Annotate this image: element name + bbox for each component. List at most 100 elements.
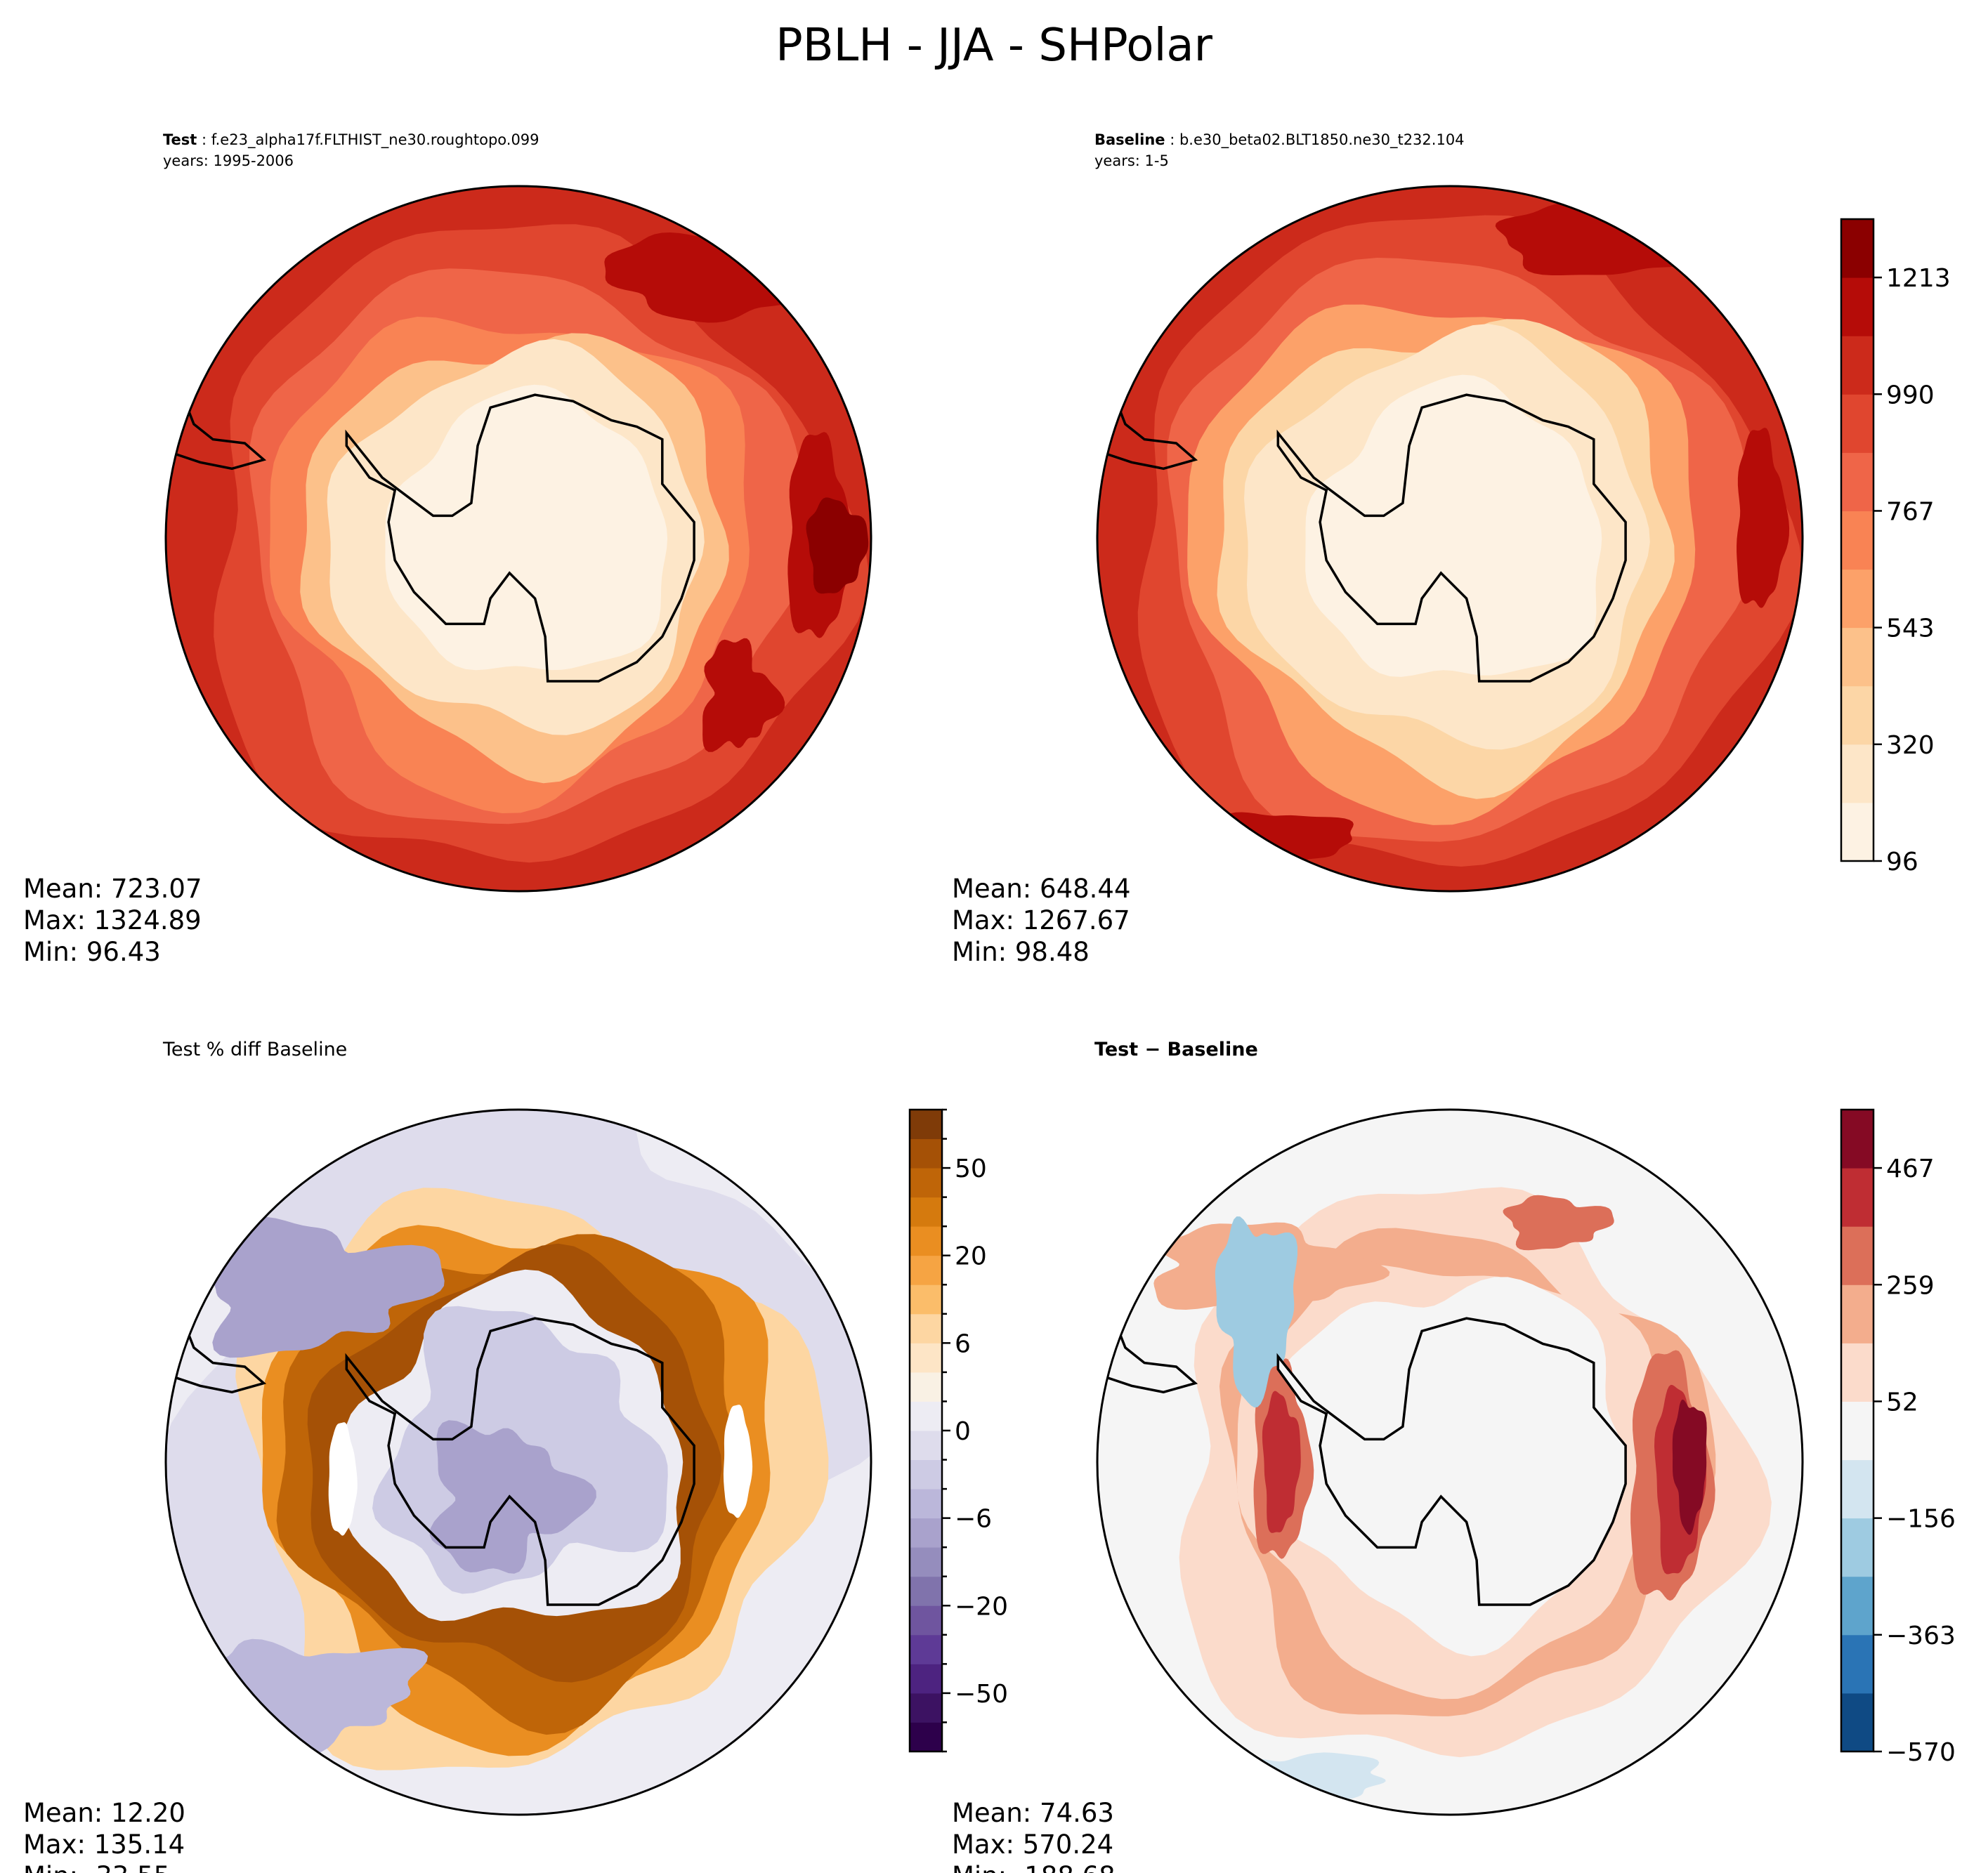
contour-region: [1305, 374, 1602, 677]
colorbar-bin: [1841, 627, 1873, 687]
diff-subtitle: Test − Baseline: [1094, 1039, 1258, 1060]
colorbar-bin: [1841, 1459, 1873, 1519]
colorbar-bin: [1841, 1576, 1873, 1636]
colorbar-bin: [1841, 452, 1873, 511]
colorbar-bin: [910, 1284, 942, 1315]
colorbar-bin: [910, 1547, 942, 1577]
colorbar-bin: [910, 1197, 942, 1227]
diff-map: [1096, 1108, 1804, 1816]
contour-region: [1737, 428, 1790, 608]
pct-diff-colorbar: −50 −20 −6 0 6 20 50: [908, 1108, 1008, 1753]
colorbar-bin: [910, 1518, 942, 1548]
map-boundary: [1096, 185, 1804, 893]
colorbar-bin: [910, 1255, 942, 1285]
colorbar-bin: [910, 1401, 942, 1431]
colorbar-bin: [910, 1431, 942, 1460]
colorbar-bin: [1841, 1634, 1873, 1694]
colorbar-bin: [910, 1576, 942, 1606]
antarctica-coastline: [1276, 393, 1627, 683]
figure-title: PBLH - JJA - SHPolar: [776, 20, 1212, 72]
antarctica-coastline: [1276, 1317, 1627, 1606]
colorbar-tick-label: −570: [1886, 1738, 1956, 1767]
colorbar-bin: [910, 1459, 942, 1490]
baseline-map: [1096, 185, 1804, 893]
colorbar-bin: [1841, 569, 1873, 629]
contour-region: [723, 1405, 753, 1518]
colorbar-tick-label: −363: [1886, 1622, 1956, 1650]
diff-max: Max: 570.24: [952, 1829, 1113, 1860]
contour-field: [166, 1110, 871, 1815]
colorbar-bin: [1841, 744, 1873, 803]
diff-mean: Mean: 74.63: [952, 1798, 1114, 1828]
antarctica-coastline: [345, 1317, 695, 1606]
colorbar-bin: [1841, 219, 1873, 278]
map-boundary: [164, 185, 872, 893]
test-label: Test: [163, 131, 197, 148]
colorbar-tick-label: −6: [955, 1505, 992, 1534]
colorbar-tick-label: 259: [1886, 1271, 1935, 1300]
contour-region: [1672, 1399, 1707, 1535]
colorbar-bin: [910, 1664, 942, 1694]
pct-diff-max: Max: 135.14: [23, 1829, 185, 1860]
colorbar-bin: [910, 1110, 942, 1139]
colorbar-tick-label: 543: [1886, 615, 1935, 643]
test-mean: Mean: 723.07: [23, 874, 202, 904]
baseline-max: Max: 1267.67: [952, 905, 1130, 935]
pct-diff-stats: Mean: 12.20 Max: 135.14 Min: -33.55: [23, 1798, 185, 1873]
colorbar-bin: [1841, 511, 1873, 570]
colorbar-bin: [1841, 277, 1873, 336]
test-min: Min: 96.43: [23, 937, 161, 967]
diff-min: Min: -188.68: [952, 1861, 1116, 1873]
colorbar-bin: [1841, 1693, 1873, 1752]
pct-diff-map: [164, 1108, 872, 1816]
pct-diff-mean: Mean: 12.20: [23, 1798, 185, 1828]
colorbar-bin: [910, 1226, 942, 1256]
colorbar-bin: [910, 1722, 942, 1752]
pct-diff-min: Min: -33.55: [23, 1861, 170, 1873]
baseline-colorbar: 96 320 543 767 990 1213: [1840, 218, 1951, 876]
map-boundary: [1096, 1108, 1804, 1816]
contour-region: [1503, 1195, 1614, 1251]
colorbar-bin: [910, 1138, 942, 1169]
pct-diff-subtitle: Test % diff Baseline: [162, 1039, 347, 1060]
colorbar-bin: [910, 1313, 942, 1343]
colorbar-bin: [1841, 336, 1873, 395]
test-max: Max: 1324.89: [23, 905, 202, 935]
colorbar-bin: [1841, 1110, 1873, 1169]
test-map: [164, 185, 872, 893]
test-years: years: 1995-2006: [163, 152, 294, 169]
test-case-header: Test : f.e23_alpha17f.FLTHIST_ne30.rough…: [163, 131, 539, 149]
baseline-case-name: b.e30_beta02.BLT1850.ne30_t232.104: [1179, 131, 1465, 149]
baseline-label: Baseline: [1094, 131, 1165, 148]
contour-field: [166, 186, 871, 891]
baseline-years: years: 1-5: [1094, 152, 1169, 169]
colorbar-tick-label: 6: [955, 1329, 971, 1358]
test-stats: Mean: 723.07 Max: 1324.89 Min: 96.43: [23, 874, 202, 967]
colorbar-tick-label: −156: [1886, 1505, 1956, 1534]
colorbar-bin: [1841, 1168, 1873, 1227]
baseline-min: Min: 98.48: [952, 937, 1090, 967]
baseline-mean: Mean: 648.44: [952, 874, 1131, 904]
colorbar-tick-label: −50: [955, 1680, 1008, 1709]
baseline-case-header: Baseline : b.e30_beta02.BLT1850.ne30_t23…: [1094, 131, 1465, 149]
colorbar-bin: [1841, 1226, 1873, 1285]
colorbar-tick-label: 50: [955, 1155, 987, 1183]
colorbar-bin: [910, 1489, 942, 1519]
colorbar-bin: [910, 1693, 942, 1723]
contour-region: [328, 1422, 358, 1536]
colorbar-bin: [1841, 1518, 1873, 1577]
colorbar-bin: [1841, 802, 1873, 862]
baseline-stats: Mean: 648.44 Max: 1267.67 Min: 98.48: [952, 874, 1131, 967]
contour-region: [806, 497, 869, 594]
colorbar-frame: [1840, 1108, 1875, 1753]
contour-field: [1097, 1110, 1803, 1815]
contour-region: [385, 384, 668, 671]
colorbar-frame: [1840, 218, 1875, 862]
diff-stats: Mean: 74.63 Max: 570.24 Min: -188.68: [952, 1798, 1116, 1873]
antarctica-coastline: [345, 393, 695, 683]
colorbar-bin: [1841, 685, 1873, 745]
contour-region: [429, 1420, 596, 1574]
map-boundary: [164, 1108, 872, 1816]
colorbar-tick-label: 0: [955, 1417, 971, 1446]
diff-colorbar: −570 −363 −156 52 259 467: [1840, 1108, 1956, 1767]
